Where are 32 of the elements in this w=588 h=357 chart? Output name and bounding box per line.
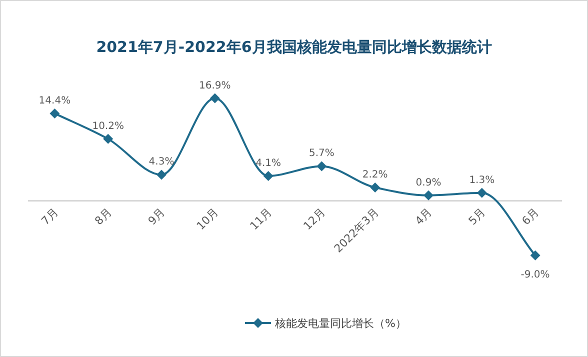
data-label: 16.9% [199,80,231,92]
x-tick-label: 8月 [92,206,114,228]
x-tick-label: 6月 [520,206,542,228]
x-tick-label: 12月 [300,206,328,233]
data-label: 2.2% [362,169,388,180]
point [103,134,114,144]
data-label: 1.3% [469,174,495,186]
data-label: -9.0% [520,269,550,280]
point [316,161,327,172]
point [50,108,60,118]
x-tick-label: 9月 [146,206,168,228]
data-label: 10.2% [92,120,124,132]
legend-label: 核能发电量同比增长（%） [274,317,406,330]
data-label: 5.7% [308,148,334,160]
point [476,188,487,198]
point [210,93,220,104]
x-tick-label: 4月 [412,206,435,228]
legend: 核能发电量同比增长（%） [245,317,406,330]
x-tick-label: 7月 [38,206,61,228]
x-tick-label: 11月 [248,206,274,233]
data-label: 4.3% [148,156,174,168]
point [263,170,274,181]
x-tick-label: 5月 [466,206,488,228]
point [156,170,166,180]
x-tick-label: 10月 [194,206,222,233]
point [370,182,380,192]
data-label: 0.9% [416,177,442,188]
chart-title: 2021年7月-2022年6月我国核能发电量同比增长数据统计 [96,38,492,56]
data-label: 14.4% [38,95,71,106]
point [424,190,434,200]
point [530,250,540,260]
data-label: 4.1% [256,158,282,169]
